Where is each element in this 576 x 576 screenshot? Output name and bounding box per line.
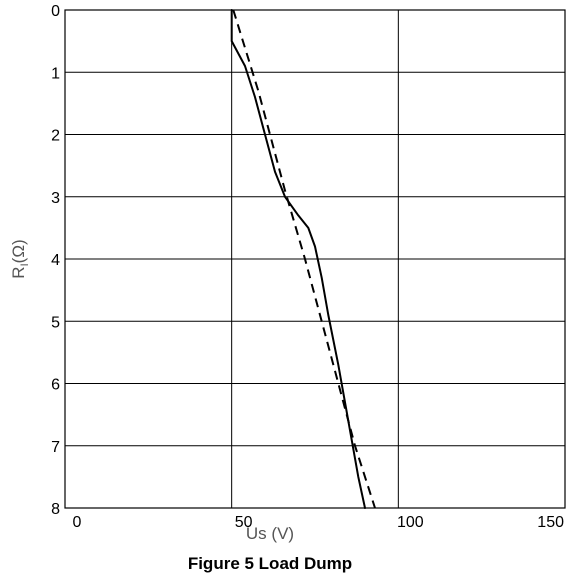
x-tick-labels: 0 50 100 150 xyxy=(73,514,565,531)
x-tick-label: 0 xyxy=(73,514,82,531)
x-tick-label: 150 xyxy=(537,514,564,531)
y-tick-label: 0 xyxy=(51,3,60,20)
series-line-solid xyxy=(230,9,366,509)
y-tick-label: 6 xyxy=(51,377,60,394)
y-tick-label: 3 xyxy=(51,190,60,207)
series-lines xyxy=(230,9,376,509)
x-axis-label: Us (V) xyxy=(246,524,294,543)
y-axis-label: RI(Ω) xyxy=(9,239,31,278)
figure-caption: Figure 5 Load Dump xyxy=(188,554,352,573)
x-tick-label: 100 xyxy=(397,514,424,531)
y-tick-label: 1 xyxy=(51,65,60,82)
gridlines xyxy=(64,9,566,509)
y-axis-label-main: R xyxy=(9,266,28,278)
y-tick-label: 2 xyxy=(51,128,60,145)
y-axis-label-sub: I xyxy=(19,263,31,266)
y-tick-label: 5 xyxy=(51,314,60,331)
y-axis-label-unit: (Ω) xyxy=(9,239,28,263)
y-tick-labels: 0 1 2 3 4 5 6 7 8 xyxy=(51,3,60,518)
y-tick-label: 7 xyxy=(51,439,60,456)
y-tick-label: 4 xyxy=(51,252,60,269)
plot-frame xyxy=(64,9,566,509)
series-line-dashed xyxy=(232,9,376,509)
x-tick-label: 50 xyxy=(235,514,253,531)
y-tick-label: 8 xyxy=(51,501,60,518)
